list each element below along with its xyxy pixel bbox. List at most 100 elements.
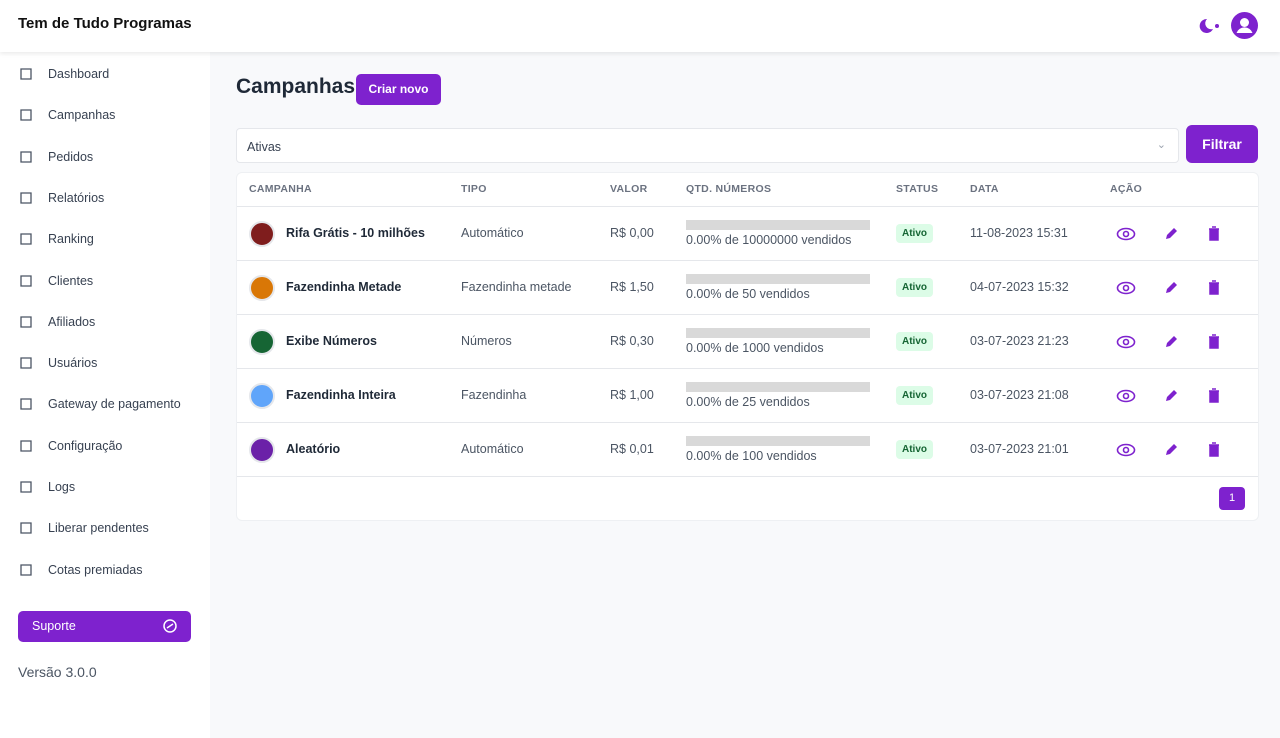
campaign-date: 11-08-2023 15:31 bbox=[970, 226, 1068, 240]
progress-bar bbox=[686, 436, 870, 446]
edit-button-icon bbox=[1166, 336, 1177, 347]
progress-bar bbox=[686, 382, 870, 392]
icon bbox=[20, 563, 32, 576]
support-label: Suporte bbox=[32, 619, 76, 633]
icon bbox=[20, 109, 32, 121]
menu-label: Afiliados bbox=[48, 314, 96, 329]
icon bbox=[20, 357, 32, 369]
campaign-image bbox=[249, 329, 275, 355]
view-button[interactable] bbox=[1116, 440, 1136, 460]
menu-label: Gateway de pagamento bbox=[48, 397, 181, 412]
menu-item[interactable]: Campanhas bbox=[18, 105, 115, 125]
delete-button[interactable] bbox=[1204, 332, 1224, 352]
row-line bbox=[237, 422, 1258, 423]
row-line bbox=[237, 368, 1258, 369]
menu-item[interactable]: Logs bbox=[18, 477, 75, 497]
menu-item[interactable]: Liberar pendentes bbox=[18, 518, 149, 538]
top-bar: Tem de Tudo Programas bbox=[0, 0, 1280, 52]
edit-button-icon bbox=[1166, 228, 1177, 239]
column-header: AÇÃO bbox=[1110, 183, 1143, 195]
campaign-image bbox=[249, 221, 275, 247]
table-card bbox=[236, 172, 1259, 521]
campaign-date: 03-07-2023 21:23 bbox=[970, 334, 1069, 348]
icon bbox=[20, 68, 32, 80]
status-select[interactable]: Ativas ⌄ bbox=[236, 128, 1179, 163]
campaign-image bbox=[249, 383, 275, 409]
campaign-date: 03-07-2023 21:08 bbox=[970, 388, 1069, 402]
row-line bbox=[237, 476, 1258, 477]
menu-item[interactable]: Afiliados bbox=[18, 312, 95, 332]
delete-button[interactable] bbox=[1204, 224, 1224, 244]
edit-button[interactable] bbox=[1161, 278, 1181, 298]
filter-button[interactable]: Filtrar bbox=[1186, 125, 1258, 163]
brand[interactable]: Tem de Tudo Programas bbox=[18, 15, 192, 32]
edit-button[interactable] bbox=[1161, 224, 1181, 244]
menu-item[interactable]: Dashboard bbox=[18, 64, 109, 84]
delete-button-icon bbox=[1209, 334, 1219, 349]
campaign-type: Números bbox=[461, 334, 512, 348]
page-title: Campanhas bbox=[236, 75, 356, 98]
campaign-type: Fazendinha bbox=[461, 388, 527, 402]
page-button[interactable]: 1 bbox=[1219, 487, 1245, 510]
menu-item[interactable]: Pedidos bbox=[18, 147, 93, 167]
menu-item[interactable]: Gateway de pagamento bbox=[18, 394, 181, 414]
delete-button[interactable] bbox=[1204, 440, 1224, 460]
view-button[interactable] bbox=[1116, 386, 1136, 406]
view-button[interactable] bbox=[1116, 278, 1136, 298]
menu-label: Ranking bbox=[48, 232, 94, 247]
progress-text: 0.00% de 25 vendidos bbox=[686, 395, 810, 409]
column-header: STATUS bbox=[896, 183, 939, 195]
icon bbox=[20, 316, 32, 328]
campaign-price: R$ 0,00 bbox=[610, 226, 654, 240]
create-button[interactable]: Criar novo bbox=[356, 74, 441, 105]
menu-item[interactable]: Relatórios bbox=[18, 188, 104, 208]
edit-button[interactable] bbox=[1161, 332, 1181, 352]
campaign-price: R$ 0,01 bbox=[610, 442, 654, 456]
status-badge: Ativo bbox=[896, 386, 933, 405]
menu-item[interactable]: Clientes bbox=[18, 271, 93, 291]
menu-item[interactable]: Cotas premiadas bbox=[18, 560, 143, 580]
delete-button-icon bbox=[1209, 388, 1219, 403]
menu-label: Usuários bbox=[48, 356, 98, 371]
view-button[interactable] bbox=[1116, 332, 1136, 352]
row-line bbox=[237, 314, 1258, 315]
menu-item[interactable]: Usuários bbox=[18, 353, 97, 373]
row-line bbox=[237, 260, 1258, 261]
progress-text: 0.00% de 100 vendidos bbox=[686, 449, 817, 463]
header-line bbox=[237, 206, 1258, 207]
view-button-icon bbox=[1116, 227, 1136, 241]
campaign-type: Fazendinha metade bbox=[461, 280, 572, 294]
menu-item[interactable]: Configuração bbox=[18, 436, 122, 456]
icon bbox=[20, 440, 32, 452]
column-header: QTD. NÚMEROS bbox=[686, 183, 772, 195]
status-badge: Ativo bbox=[896, 278, 933, 297]
support-button[interactable]: Suporte bbox=[18, 611, 191, 642]
edit-button-icon bbox=[1166, 282, 1177, 293]
menu-item[interactable]: Ranking bbox=[18, 229, 94, 249]
icon bbox=[20, 192, 32, 204]
theme-toggle[interactable] bbox=[1198, 17, 1220, 35]
menu-label: Liberar pendentes bbox=[48, 521, 149, 536]
menu-label: Logs bbox=[48, 480, 76, 494]
status-badge: Ativo bbox=[896, 224, 933, 243]
edit-button[interactable] bbox=[1161, 440, 1181, 460]
column-header: CAMPANHA bbox=[249, 183, 312, 195]
user-avatar[interactable] bbox=[1231, 12, 1258, 39]
menu-label: Campanhas bbox=[48, 108, 116, 123]
campaign-name: Rifa Grátis - 10 milhões bbox=[286, 226, 425, 240]
delete-button[interactable] bbox=[1204, 386, 1224, 406]
view-button[interactable] bbox=[1116, 224, 1136, 244]
status-badge: Ativo bbox=[896, 440, 933, 459]
progress-bar bbox=[686, 220, 870, 230]
icon bbox=[20, 274, 32, 287]
delete-button-icon bbox=[1209, 280, 1219, 295]
icon bbox=[20, 150, 32, 163]
campaign-price: R$ 1,50 bbox=[610, 280, 654, 294]
delete-button-icon bbox=[1209, 226, 1219, 241]
delete-button[interactable] bbox=[1204, 278, 1224, 298]
edit-button[interactable] bbox=[1161, 386, 1181, 406]
campaign-name: Aleatório bbox=[286, 442, 341, 456]
progress-bar bbox=[686, 274, 870, 284]
